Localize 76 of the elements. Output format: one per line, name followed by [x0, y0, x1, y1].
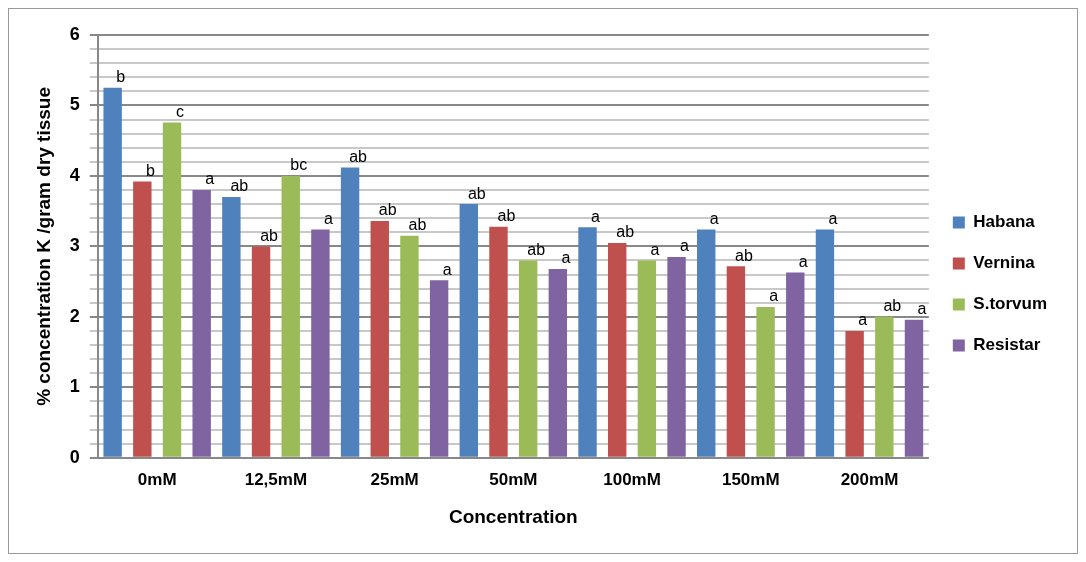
y-tick-label: 1 [69, 376, 80, 397]
legend-label: S.torvum [973, 294, 1048, 314]
data-label: ab [616, 223, 635, 241]
data-label: ab [883, 297, 902, 315]
data-label: bc [290, 156, 308, 174]
x-tick-label: 100mM [603, 469, 661, 489]
bar [786, 272, 805, 457]
data-label: a [591, 207, 601, 225]
bar [548, 268, 568, 457]
y-tick-label: 4 [69, 164, 80, 185]
bar [459, 204, 478, 457]
bar [815, 229, 835, 457]
data-label: ab [467, 184, 486, 202]
data-label: a [561, 249, 571, 267]
y-axis-title: % concentration K /gram dry tissue [32, 86, 54, 406]
data-label: ab [230, 177, 249, 195]
data-label: a [828, 209, 838, 227]
bar [904, 319, 924, 457]
data-label: b [116, 68, 126, 86]
bar [340, 167, 360, 457]
data-label: a [798, 252, 808, 270]
data-label: ab [349, 147, 368, 165]
bar [607, 242, 627, 457]
data-label: b [145, 161, 155, 179]
bar [133, 181, 152, 457]
bar [667, 256, 686, 457]
data-label: ab [527, 240, 546, 258]
bar [845, 330, 864, 457]
y-tick-label: 3 [69, 235, 80, 256]
x-axis-title: Concentration [448, 505, 578, 527]
data-label: a [769, 287, 779, 305]
x-tick-label: 25mM [370, 469, 419, 489]
data-label: ab [497, 207, 516, 225]
bar [726, 266, 746, 457]
x-tick-label: 150mM [721, 469, 780, 489]
bar [162, 122, 182, 457]
x-tick-label: 200mM [840, 469, 899, 489]
legend-label: Habana [973, 212, 1036, 232]
bar [370, 221, 389, 457]
bar [311, 229, 330, 457]
bar [103, 87, 122, 457]
data-label: ab [735, 246, 753, 264]
y-tick-label: 5 [69, 94, 80, 115]
bar [756, 307, 775, 457]
bar [251, 246, 271, 457]
data-label: a [650, 240, 660, 258]
bar [400, 235, 419, 457]
legend-label: Vernina [973, 253, 1036, 273]
bar [192, 190, 211, 457]
data-label: a [680, 237, 690, 255]
y-tick-label: 0 [69, 446, 80, 467]
data-label: a [442, 260, 452, 278]
bar [429, 280, 449, 457]
bar [518, 260, 538, 457]
x-tick-label: 50mM [489, 469, 538, 489]
data-label: a [205, 170, 215, 188]
data-label: ab [260, 226, 279, 244]
legend-label: Resistar [973, 335, 1041, 355]
data-label: a [323, 209, 333, 227]
data-label: a [709, 209, 719, 227]
bar [489, 226, 508, 457]
bar [875, 316, 894, 457]
data-label: ab [408, 216, 427, 234]
bar [222, 197, 241, 457]
data-label: a [917, 300, 927, 318]
data-label: ab [378, 201, 397, 219]
bar [697, 229, 716, 457]
y-tick-label: 6 [69, 23, 80, 44]
bar [637, 260, 657, 457]
data-label: c [176, 102, 185, 120]
bar [578, 227, 597, 457]
x-tick-label: 0mM [137, 469, 177, 489]
bar [281, 175, 300, 457]
data-label: a [858, 311, 868, 329]
x-tick-label: 12,5mM [244, 469, 308, 489]
y-tick-label: 2 [69, 305, 80, 326]
